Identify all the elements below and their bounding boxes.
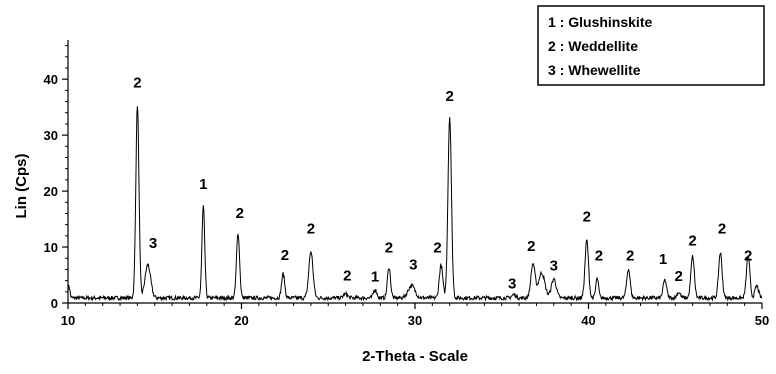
peak-label: 3	[409, 256, 417, 273]
legend-entry-3: 3 : Whewellite	[548, 62, 641, 78]
x-ticks: 10 20 30 40 50	[61, 303, 769, 328]
peak-label: 2	[133, 75, 141, 92]
legend-number-3: 3	[548, 62, 556, 78]
y-ticks: 0 10 20 30 40	[44, 45, 68, 311]
peak-label: 2	[307, 221, 315, 238]
legend-name-2: Weddellite	[568, 38, 638, 54]
legend-number-1: 1	[548, 14, 556, 30]
legend-name-1: Glushinskite	[568, 14, 652, 30]
legend-box	[537, 5, 765, 86]
y-tick-label: 30	[44, 128, 58, 143]
x-tick-label: 50	[755, 313, 769, 328]
peak-label: 2	[744, 247, 752, 264]
peak-label: 2	[281, 247, 289, 264]
peak-label: 2	[385, 240, 393, 257]
peak-label: 3	[149, 235, 157, 252]
peak-label: 2	[595, 247, 603, 264]
peak-label: 3	[508, 275, 516, 292]
y-tick-label: 20	[44, 184, 58, 199]
peak-label: 2	[446, 88, 454, 105]
y-tick-label: 40	[44, 72, 58, 87]
legend-number-2: 2	[548, 38, 556, 54]
y-axis-title: Lin (Cps)	[13, 154, 30, 219]
legend-entry-1: 1 : Glushinskite	[548, 14, 652, 30]
x-tick-label: 40	[581, 313, 595, 328]
x-tick-label: 10	[61, 313, 75, 328]
peak-label: 2	[675, 268, 683, 285]
peak-label: 2	[236, 205, 244, 222]
peak-label: 1	[199, 176, 207, 193]
legend-entry-2: 2 : Weddellite	[548, 38, 638, 54]
legend-name-3: Whewellite	[568, 62, 641, 78]
peak-label: 2	[433, 240, 441, 257]
peak-label: 2	[343, 268, 351, 285]
x-tick-label: 30	[408, 313, 422, 328]
y-tick-label: 10	[44, 240, 58, 255]
peak-label: 3	[550, 258, 558, 275]
xrd-spectrum-line	[67, 106, 763, 302]
peak-label: 1	[659, 251, 667, 268]
x-tick-label: 20	[234, 313, 248, 328]
peak-label: 2	[688, 232, 696, 249]
legend: 1 : Glushinskite 2 : Weddellite 3 : Whew…	[537, 5, 765, 86]
peak-label: 1	[371, 269, 379, 286]
peak-label: 2	[527, 238, 535, 255]
peak-label: 2	[583, 208, 591, 225]
peak-label: 2	[718, 221, 726, 238]
peak-label: 2	[626, 247, 634, 264]
y-tick-label: 0	[51, 296, 58, 311]
x-axis-title: 2-Theta - Scale	[362, 348, 468, 365]
